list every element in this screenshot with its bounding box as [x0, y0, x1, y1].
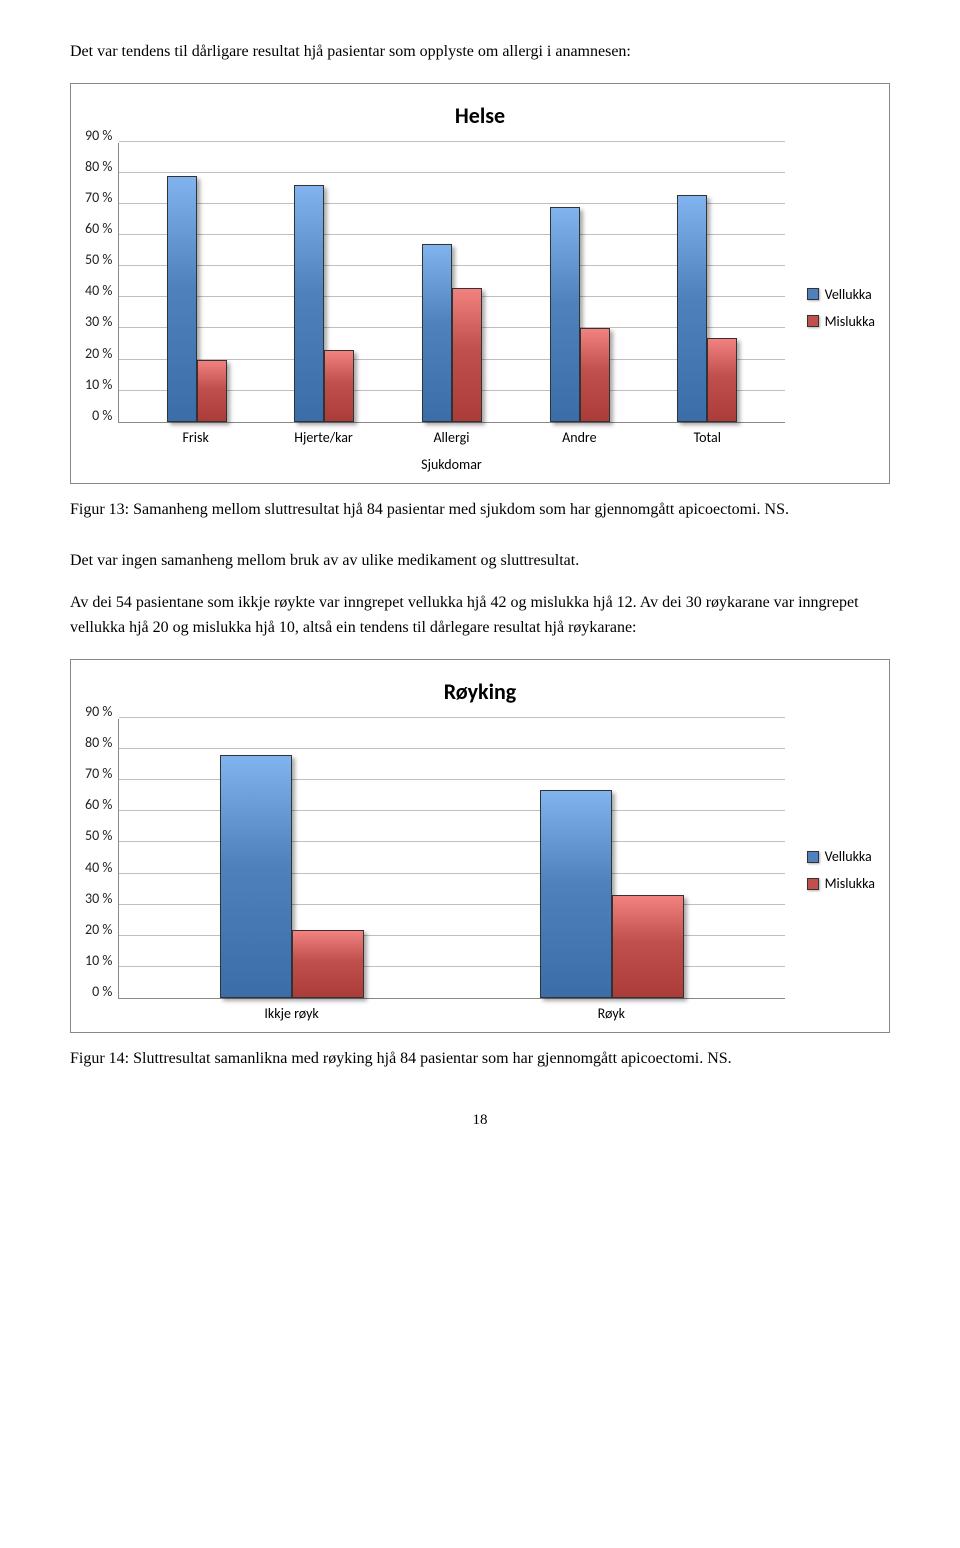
legend-label: Mislukka: [825, 875, 875, 892]
bar: [292, 930, 364, 998]
bar-group: [677, 143, 737, 422]
y-tick-label: 60 %: [85, 220, 112, 237]
x-axis-title: Sjukdomar: [118, 456, 784, 473]
bar-group: [167, 143, 227, 422]
legend-label: Vellukka: [825, 286, 872, 303]
y-tick-label: 80 %: [85, 158, 112, 175]
figure-14-caption: Figur 14: Sluttresultat samanlikna med r…: [70, 1047, 890, 1072]
y-tick-label: 80 %: [85, 734, 112, 751]
y-tick-label: 0 %: [92, 983, 112, 1000]
paragraph-medikament: Det var ingen samanheng mellom bruk av a…: [70, 549, 890, 574]
y-tick-label: 50 %: [85, 251, 112, 268]
y-tick-label: 20 %: [85, 921, 112, 938]
legend-label: Mislukka: [825, 313, 875, 330]
bar: [580, 328, 610, 421]
bar: [220, 755, 292, 998]
bar: [294, 185, 324, 421]
x-tick-label: Allergi: [411, 429, 491, 446]
legend-item: Mislukka: [807, 313, 875, 330]
chart-title: Helse: [85, 102, 875, 129]
gridline: [119, 141, 784, 142]
y-tick-label: 50 %: [85, 827, 112, 844]
legend-item: Vellukka: [807, 286, 875, 303]
y-tick-label: 0 %: [92, 407, 112, 424]
legend-item: Vellukka: [807, 848, 875, 865]
bar: [197, 360, 227, 422]
chart-title: Røyking: [85, 678, 875, 705]
bar: [324, 350, 354, 422]
bar-group: [294, 143, 354, 422]
bar: [422, 244, 452, 421]
bar: [677, 195, 707, 422]
x-axis: Frisk Hjerte/kar Allergi Andre Total: [118, 423, 784, 446]
chart-royking: Røyking90 % 80 % 70 % 60 % 50 % 40 % 30 % 20 % 1…: [70, 659, 890, 1033]
bar: [612, 895, 684, 998]
legend: Vellukka Mislukka: [785, 143, 875, 473]
legend-swatch: [807, 851, 819, 863]
legend-swatch: [807, 288, 819, 300]
plot-area: [118, 143, 784, 423]
bar-group: [540, 719, 684, 998]
bar: [167, 176, 197, 422]
legend-item: Mislukka: [807, 875, 875, 892]
y-tick-label: 30 %: [85, 890, 112, 907]
y-tick-label: 10 %: [85, 952, 112, 969]
legend-label: Vellukka: [825, 848, 872, 865]
legend: Vellukka Mislukka: [785, 719, 875, 1022]
legend-swatch: [807, 878, 819, 890]
bar-group: [220, 719, 364, 998]
y-axis: 90 %80 %70 %60 %50 %40 %30 %20 %10 %0 %: [85, 719, 118, 999]
bar: [540, 790, 612, 998]
y-tick-label: 30 %: [85, 313, 112, 330]
x-axis: Ikkje røyk Røyk: [118, 999, 784, 1022]
paragraph-royking-intro: Av dei 54 pasientane som ikkje røykte va…: [70, 591, 890, 641]
figure-13-caption: Figur 13: Samanheng mellom sluttresultat…: [70, 498, 890, 523]
intro-text: Det var tendens til dårligare resultat h…: [70, 40, 890, 65]
y-tick-label: 20 %: [85, 345, 112, 362]
bar: [707, 338, 737, 422]
y-tick-label: 60 %: [85, 796, 112, 813]
y-axis: 90 %80 %70 %60 %50 %40 %30 %20 %10 %0 %: [85, 143, 118, 423]
bar-group: [422, 143, 482, 422]
y-tick-label: 40 %: [85, 859, 112, 876]
page-number: 18: [70, 1112, 890, 1129]
y-tick-label: 90 %: [85, 127, 112, 144]
x-tick-label: Andre: [539, 429, 619, 446]
y-tick-label: 40 %: [85, 282, 112, 299]
x-tick-label: Hjerte/kar: [284, 429, 364, 446]
bar: [452, 288, 482, 422]
x-tick-label: Total: [667, 429, 747, 446]
bar-group: [550, 143, 610, 422]
x-tick-label: Røyk: [529, 1005, 693, 1022]
plot-area: [118, 719, 784, 999]
y-tick-label: 10 %: [85, 376, 112, 393]
x-tick-label: Frisk: [156, 429, 236, 446]
gridline: [119, 717, 784, 718]
x-tick-label: Ikkje røyk: [210, 1005, 374, 1022]
y-tick-label: 70 %: [85, 765, 112, 782]
legend-swatch: [807, 315, 819, 327]
bar: [550, 207, 580, 422]
y-tick-label: 70 %: [85, 189, 112, 206]
chart-helse: Helse90 % 80 % 70 % 60 % 50 % 40 % 30 % 20 % 10 …: [70, 83, 890, 484]
y-tick-label: 90 %: [85, 703, 112, 720]
